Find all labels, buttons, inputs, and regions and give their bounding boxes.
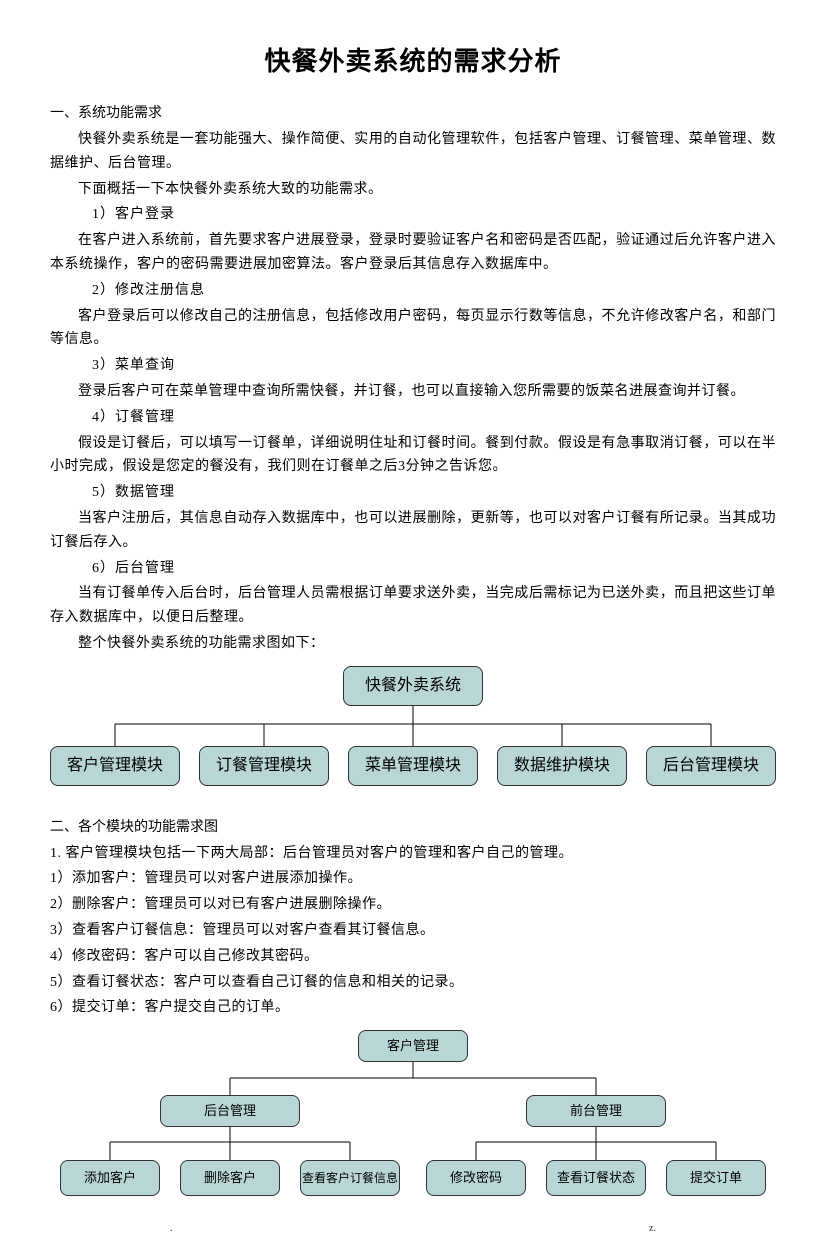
- chart1-child-0: 客户管理模块: [50, 746, 180, 786]
- s1-item6-body: 当有订餐单传入后台时，后台管理人员需根据订单要求送外卖，当完成后需标记为已送外卖…: [50, 582, 776, 630]
- system-modules-diagram: 快餐外卖系统 客户管理模块 订餐管理模块 菜单管理模块 数据维护模块 后台管理模…: [50, 666, 776, 806]
- chart1-child-3: 数据维护模块: [497, 746, 627, 786]
- s1-item1-body: 在客户进入系统前，首先要求客户进展登录，登录时要验证客户名和密码是否匹配，验证通…: [50, 229, 776, 277]
- s2-item-3: 4）修改密码：客户可以自己修改其密码。: [50, 945, 776, 969]
- chart2-l3b-2: 提交订单: [666, 1160, 766, 1196]
- s1-item2-body: 客户登录后可以修改自己的注册信息，包括修改用户密码，每页显示行数等信息，不允许修…: [50, 305, 776, 353]
- chart2-l2-1: 前台管理: [526, 1095, 666, 1127]
- chart2-l3a-1: 删除客户: [180, 1160, 280, 1196]
- s2-item-2: 3）查看客户订餐信息：管理员可以对客户查看其订餐信息。: [50, 919, 776, 943]
- chart2-l2-0: 后台管理: [160, 1095, 300, 1127]
- s1-item6-head: 6）后台管理: [50, 557, 776, 581]
- section1-heading: 一、系统功能需求: [50, 102, 776, 126]
- chart1-child-4: 后台管理模块: [646, 746, 776, 786]
- chart2-l3b-0: 修改密码: [426, 1160, 526, 1196]
- section2-heading: 二、各个模块的功能需求图: [50, 816, 776, 840]
- chart1-root-node: 快餐外卖系统: [343, 666, 483, 706]
- s1-item4-head: 4）订餐管理: [50, 406, 776, 430]
- s1-item2-head: 2）修改注册信息: [50, 279, 776, 303]
- s2-item-1: 2）删除客户：管理员可以对已有客户进展删除操作。: [50, 893, 776, 917]
- s1-para1: 快餐外卖系统是一套功能强大、操作简便、实用的自动化管理软件，包括客户管理、订餐管…: [50, 128, 776, 176]
- chart2-l3a-0: 添加客户: [60, 1160, 160, 1196]
- s2-item-0: 1）添加客户：管理员可以对客户进展添加操作。: [50, 867, 776, 891]
- chart2-root-node: 客户管理: [358, 1030, 468, 1062]
- s1-item5-head: 5）数据管理: [50, 481, 776, 505]
- s1-item3-body: 登录后客户可在菜单管理中查询所需快餐，并订餐，也可以直接输入您所需要的饭菜名进展…: [50, 380, 776, 404]
- s1-para2: 下面概括一下本快餐外卖系统大致的功能需求。: [50, 178, 776, 202]
- footer-right: z.: [649, 1220, 656, 1237]
- chart2-l3a-2: 查看客户订餐信息: [300, 1160, 400, 1196]
- chart1-child-2: 菜单管理模块: [348, 746, 478, 786]
- s1-item5-body: 当客户注册后，其信息自动存入数据库中，也可以进展删除，更新等，也可以对客户订餐有…: [50, 507, 776, 555]
- s1-item3-head: 3）菜单查询: [50, 354, 776, 378]
- s2-item-4: 5）查看订餐状态：客户可以查看自己订餐的信息和相关的记录。: [50, 971, 776, 995]
- footer-left: .: [170, 1220, 173, 1237]
- page-footer: . z.: [50, 1220, 776, 1237]
- s2-intro: 1. 客户管理模块包括一下两大局部：后台管理员对客户的管理和客户自己的管理。: [50, 842, 776, 866]
- customer-module-diagram: 客户管理 后台管理 前台管理 添加客户 删除客户 查看客户订餐信息 修改密码 查…: [50, 1030, 776, 1210]
- chart1-child-1: 订餐管理模块: [199, 746, 329, 786]
- page-title: 快餐外卖系统的需求分析: [50, 40, 776, 84]
- s2-item-5: 6）提交订单：客户提交自己的订单。: [50, 996, 776, 1020]
- s1-item1-head: 1）客户登录: [50, 203, 776, 227]
- chart2-l3b-1: 查看订餐状态: [546, 1160, 646, 1196]
- s1-para3: 整个快餐外卖系统的功能需求图如下：: [50, 632, 776, 656]
- s1-item4-body: 假设是订餐后，可以填写一订餐单，详细说明住址和订餐时间。餐到付款。假设是有急事取…: [50, 432, 776, 480]
